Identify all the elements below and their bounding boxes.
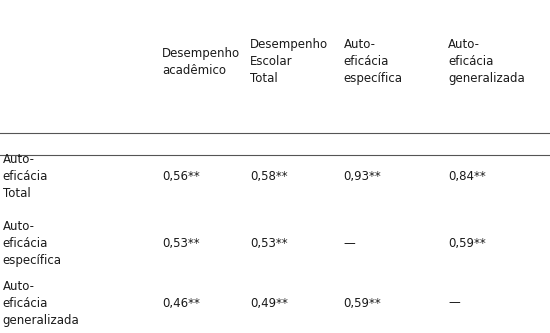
Text: 0,53**: 0,53** [162,236,200,250]
Text: 0,58**: 0,58** [250,170,288,183]
Text: 0,56**: 0,56** [162,170,200,183]
Text: Auto-
eficácia
específica: Auto- eficácia específica [3,219,62,267]
Text: 0,59**: 0,59** [448,236,486,250]
Text: 0,53**: 0,53** [250,236,288,250]
Text: Auto-
eficácia
generalizada: Auto- eficácia generalizada [3,279,80,327]
Text: Desempenho
acadêmico: Desempenho acadêmico [162,47,240,77]
Text: Auto-
eficácia
Total: Auto- eficácia Total [3,153,48,200]
Text: —: — [448,296,460,310]
Text: 0,84**: 0,84** [448,170,486,183]
Text: Auto-
eficácia
específica: Auto- eficácia específica [344,38,403,85]
Text: Desempenho
Escolar
Total: Desempenho Escolar Total [250,38,328,85]
Text: 0,59**: 0,59** [344,296,382,310]
Text: 0,49**: 0,49** [250,296,288,310]
Text: Auto-
eficácia
generalizada: Auto- eficácia generalizada [448,38,525,85]
Text: 0,93**: 0,93** [344,170,382,183]
Text: 0,46**: 0,46** [162,296,200,310]
Text: —: — [344,236,355,250]
